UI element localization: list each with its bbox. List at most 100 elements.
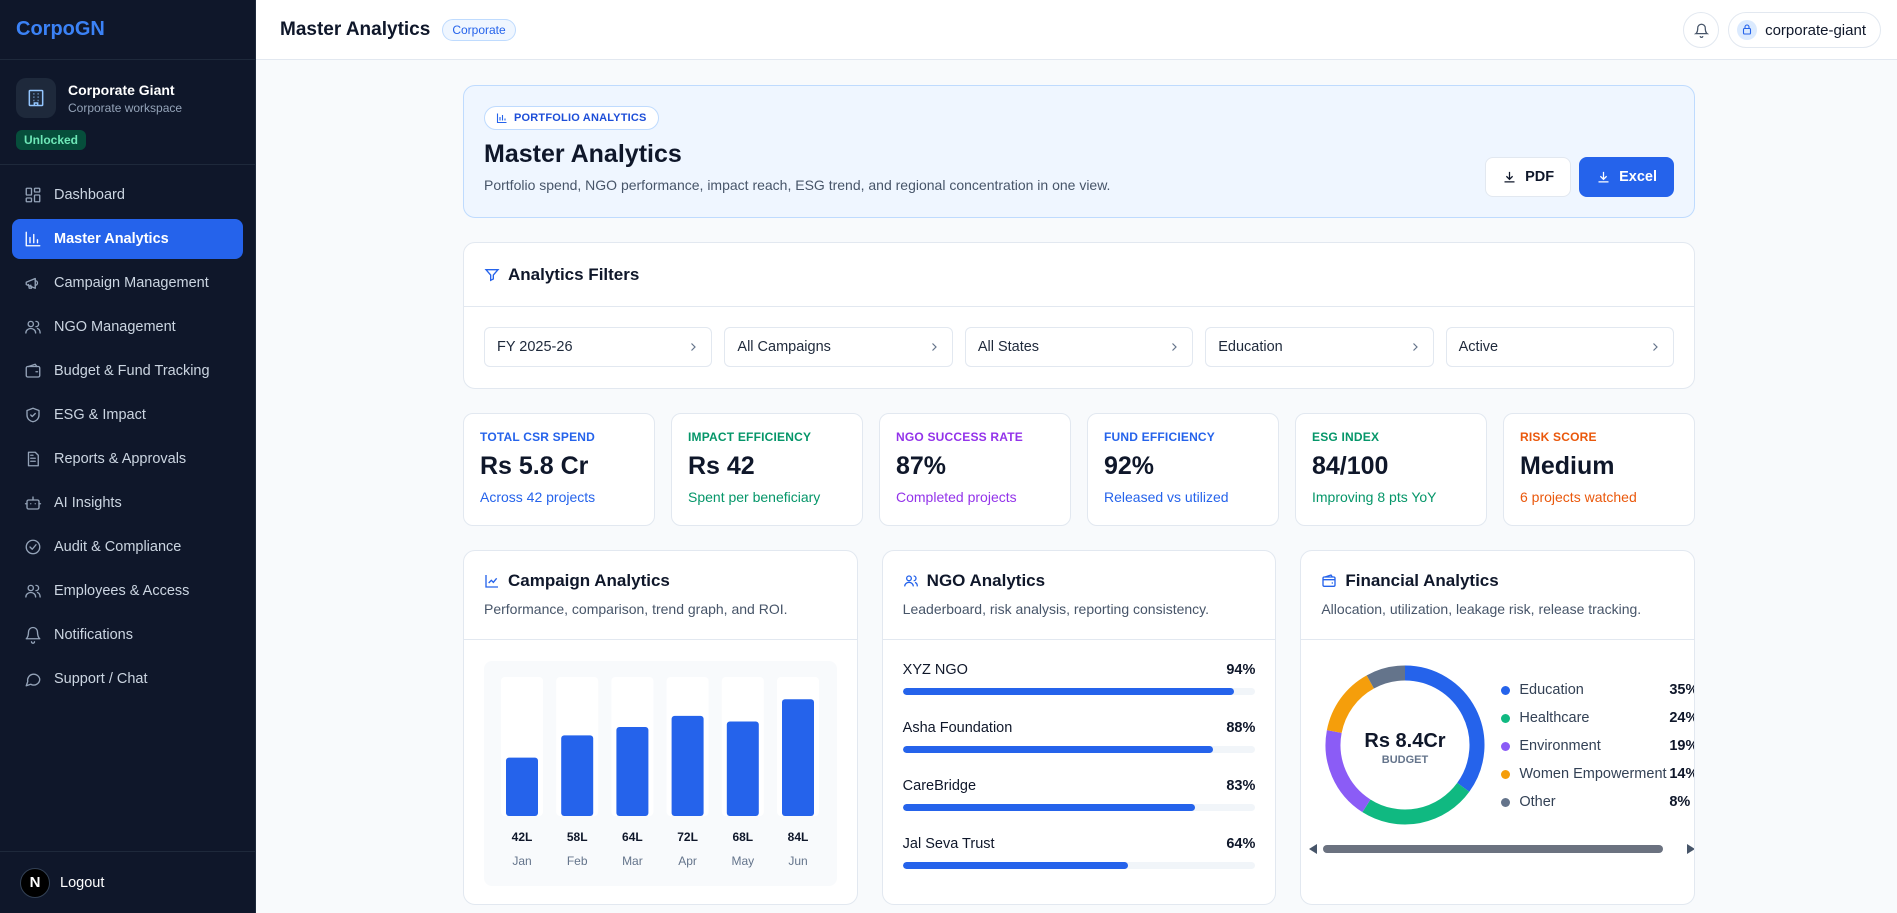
donut-center-label: BUDGET: [1382, 754, 1429, 766]
sector-select[interactable]: Education: [1205, 327, 1434, 367]
sidebar-item-esg-impact[interactable]: ESG & Impact: [12, 395, 243, 435]
ngo-name: Jal Seva Trust: [902, 836, 995, 852]
sidebar-item-budget-fund-tracking[interactable]: Budget & Fund Tracking: [12, 351, 243, 391]
ngo-analytics-card: NGO Analytics Leaderboard, risk analysis…: [881, 550, 1277, 905]
chevron-right-icon: [691, 343, 697, 351]
logout-button[interactable]: N Logout: [0, 851, 256, 913]
scroll-right-arrow: [1687, 844, 1695, 854]
sidebar-item-employees-access[interactable]: Employees & Access: [12, 571, 243, 611]
progress-track: [902, 862, 1256, 869]
status-select[interactable]: Active: [1445, 327, 1675, 367]
progress-fill: [902, 688, 1235, 695]
shield-icon: [26, 407, 40, 423]
bar-chart-icon: [496, 113, 507, 124]
x-tick-label: May: [731, 854, 754, 868]
ngo-subtitle: Leaderboard, risk analysis, reporting co…: [902, 601, 1210, 617]
user-menu-button[interactable]: corporate-giant: [1728, 12, 1881, 48]
hero-panel: PORTFOLIO ANALYTICS Master Analytics Por…: [463, 85, 1695, 218]
export-excel-button[interactable]: Excel: [1579, 157, 1674, 197]
legend-swatch: [1501, 769, 1511, 779]
bar-value-label: 42L: [512, 830, 533, 844]
sidebar-item-label: Campaign Management: [54, 275, 209, 291]
ngo-name: XYZ NGO: [902, 662, 968, 678]
financial-title: Financial Analytics: [1345, 571, 1499, 590]
legend-percent: 14%: [1669, 766, 1694, 782]
kpi-subtext: Across 42 projects: [480, 489, 596, 505]
sidebar-nav: Dashboard Master Analytics Campaign Manage…: [0, 165, 255, 713]
brand-logo[interactable]: CorpoGN: [0, 0, 255, 60]
topbar: Master Analytics Corporate corporate-gia…: [256, 0, 1897, 60]
chevron-right-icon: [1412, 343, 1418, 351]
sidebar-item-ai-insights[interactable]: AI Insights: [12, 483, 243, 523]
x-tick-label: Jan: [512, 854, 531, 868]
legend-label: Healthcare: [1519, 710, 1590, 726]
kpi-card-fund-efficiency: FUND EFFICIENCY 92% Released vs utilized: [1087, 413, 1279, 526]
sidebar-item-label: ESG & Impact: [54, 407, 146, 423]
campaign-bar-chart: 42L Jan 58L Feb 64L Mar 72L Apr 68L May 84L Jun: [484, 661, 837, 886]
kpi-label: IMPACT EFFICIENCY: [688, 430, 812, 444]
avatar: N: [20, 867, 50, 898]
kpi-card-total-csr-spend: TOTAL CSR SPEND Rs 5.8 Cr Across 42 projec…: [463, 413, 655, 526]
sidebar-item-reports-approvals[interactable]: Reports & Approvals: [12, 439, 243, 479]
campaign-select[interactable]: All Campaigns: [724, 327, 953, 367]
kpi-value: 84/100: [1312, 452, 1389, 480]
donut-slice-other[interactable]: [1367, 665, 1406, 689]
bar-mar[interactable]: [616, 727, 649, 816]
download-icon: [1598, 171, 1609, 182]
kpi-card-impact-efficiency: IMPACT EFFICIENCY Rs 42 Spent per benefici…: [671, 413, 863, 526]
sidebar-item-ngo-management[interactable]: NGO Management: [12, 307, 243, 347]
financial-subtitle: Allocation, utilization, leakage risk, r…: [1321, 601, 1642, 617]
ngo-score: 94%: [1226, 662, 1256, 678]
sidebar-item-support-chat[interactable]: Support / Chat: [12, 659, 243, 699]
bar-value-label: 84L: [788, 830, 809, 844]
bar-may[interactable]: [726, 721, 759, 816]
bar-feb[interactable]: [561, 735, 594, 816]
donut-legend: Education35%Healthcare24%Environment19%W…: [1501, 676, 1694, 816]
progress-fill: [902, 746, 1214, 753]
role-badge: Corporate: [442, 18, 516, 41]
sidebar-item-label: Audit & Compliance: [54, 539, 182, 555]
x-tick-label: Mar: [622, 854, 643, 868]
donut-slice-education[interactable]: [1405, 665, 1485, 792]
kpi-value: Medium: [1520, 452, 1615, 480]
ngo-leaderboard-item: Asha Foundation 88%: [902, 720, 1256, 753]
sidebar-item-audit-compliance[interactable]: Audit & Compliance: [12, 527, 243, 567]
sidebar-item-notifications[interactable]: Notifications: [12, 615, 243, 655]
campaign-subtitle: Performance, comparison, trend graph, an…: [484, 601, 788, 617]
legend-swatch: [1501, 797, 1511, 807]
bar-jun[interactable]: [782, 699, 814, 816]
export-pdf-button[interactable]: PDF: [1485, 157, 1572, 197]
kpi-subtext: Completed projects: [896, 489, 1017, 505]
progress-fill: [902, 862, 1129, 869]
fiscal-year-select[interactable]: FY 2025-26: [484, 327, 713, 367]
bar-value-label: 64L: [622, 830, 643, 844]
bar-value-label: 72L: [677, 830, 698, 844]
filter-icon: [484, 268, 500, 281]
sidebar-item-campaign-management[interactable]: Campaign Management: [12, 263, 243, 303]
progress-fill: [902, 804, 1196, 811]
donut-slice-women-empowerment[interactable]: [1327, 675, 1375, 734]
sidebar-item-dashboard[interactable]: Dashboard: [12, 175, 243, 215]
ngo-leaderboard-item: Jal Seva Trust 64%: [902, 836, 1256, 869]
sidebar-item-label: Reports & Approvals: [54, 451, 187, 467]
bar-chart-icon: [25, 231, 41, 247]
bar-apr[interactable]: [671, 715, 704, 816]
ngo-score: 64%: [1226, 836, 1256, 852]
horizontal-scrollbar[interactable]: [1309, 842, 1695, 854]
progress-track: [902, 804, 1256, 811]
chat-icon: [25, 673, 41, 687]
kpi-card-risk-score: RISK SCORE Medium 6 projects watched: [1503, 413, 1695, 526]
donut-slice-healthcare[interactable]: [1362, 782, 1470, 825]
bar-jan[interactable]: [506, 757, 538, 816]
state-select[interactable]: All States: [964, 327, 1194, 367]
donut-slice-environment[interactable]: [1325, 730, 1372, 813]
kpi-label: FUND EFFICIENCY: [1104, 430, 1215, 444]
building-icon: [16, 78, 56, 118]
notifications-button[interactable]: [1683, 12, 1719, 48]
sidebar-item-master-analytics[interactable]: Master Analytics: [12, 219, 243, 259]
kpi-card-esg-index: ESG INDEX 84/100 Improving 8 pts YoY: [1295, 413, 1487, 526]
legend-percent: 35%: [1669, 682, 1694, 698]
document-icon: [27, 451, 39, 467]
legend-label: Education: [1519, 682, 1584, 698]
kpi-label: RISK SCORE: [1520, 430, 1597, 444]
